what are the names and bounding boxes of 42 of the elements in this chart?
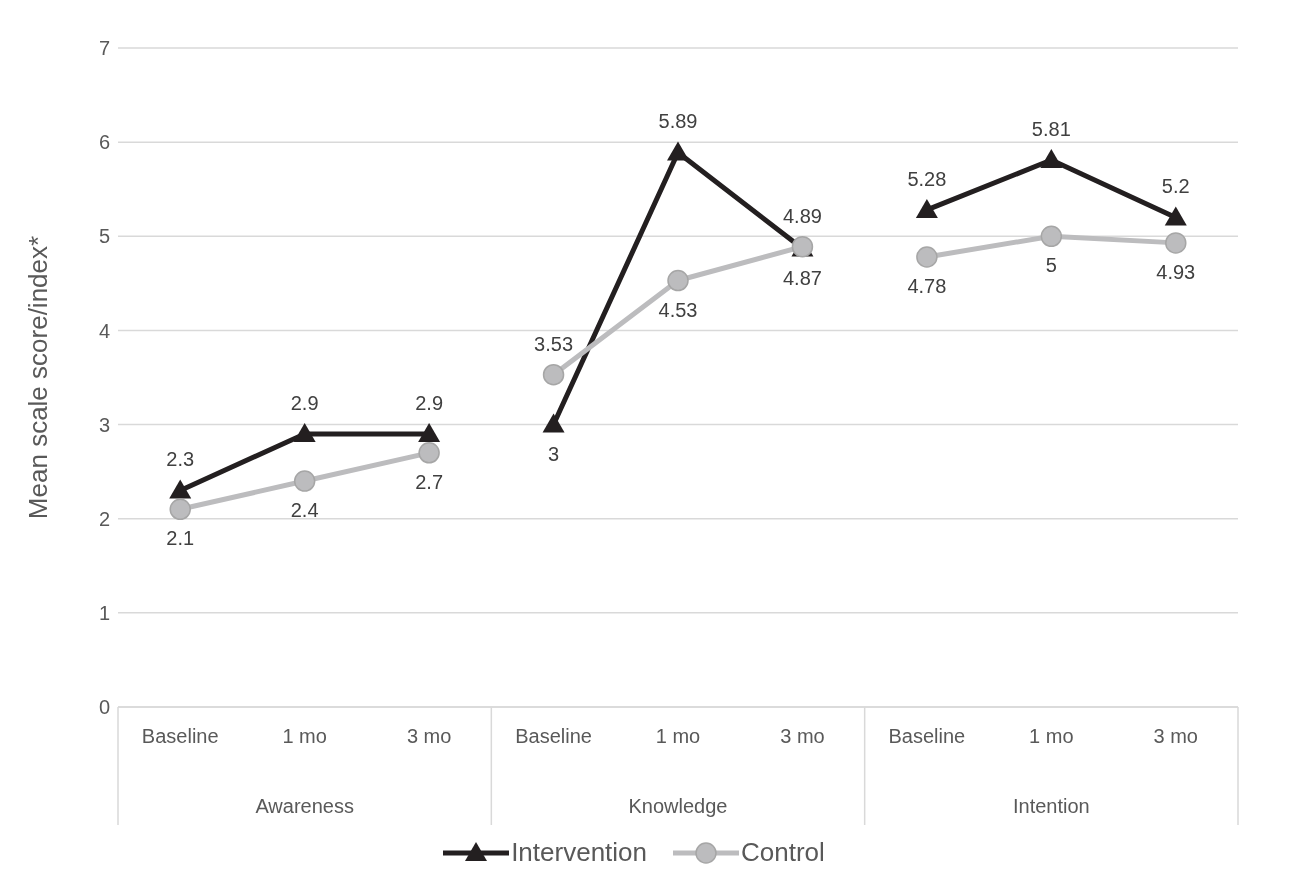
y-tick-label: 1 <box>98 601 110 624</box>
point <box>418 422 441 442</box>
x-tick-label: 3 mo <box>780 725 825 747</box>
x-tick-label: 1 mo <box>282 725 327 747</box>
y-axis-title: Mean scale score/index* <box>23 235 54 520</box>
y-tick-label: 3 <box>98 413 110 436</box>
x-tick-label: Baseline <box>515 725 592 747</box>
x-tick-label: 1 mo <box>655 725 701 747</box>
text: Awareness <box>255 795 354 817</box>
data-label: 2.9 <box>290 391 319 414</box>
data-label: 4.89 <box>782 204 822 227</box>
x-tick-label: 3 mo <box>1153 725 1199 747</box>
data-label: 2.3 <box>166 448 195 471</box>
data-label: 4.78 <box>907 275 947 297</box>
data-label: 3.53 <box>534 332 574 355</box>
data-label: 3 <box>547 442 560 465</box>
data-label: 2.4 <box>290 499 319 522</box>
text: Knowledge <box>628 795 728 817</box>
x-tick-label: 3 mo <box>406 725 452 747</box>
data-label: 4.53 <box>658 298 698 321</box>
text: Intention <box>1012 795 1090 817</box>
y-tick-label: 0 <box>98 696 110 719</box>
y-tick-label: 2 <box>98 507 110 530</box>
y-tick-label: 4 <box>98 319 110 342</box>
x-tick-label: 1 mo <box>1029 725 1074 747</box>
data-label: 4.87 <box>782 266 822 289</box>
data-label: 5.28 <box>907 167 947 190</box>
x-tick-label: Baseline <box>888 725 966 747</box>
y-tick-label: 5 <box>98 225 110 248</box>
data-label: 5.81 <box>1031 118 1071 141</box>
data-label: 5.2 <box>1161 175 1190 198</box>
data-label: 2.1 <box>166 527 195 550</box>
data-label: 2.9 <box>415 391 444 414</box>
data-label: 2.7 <box>415 470 444 493</box>
y-tick-label: 6 <box>98 131 110 154</box>
data-label: 5.89 <box>658 110 698 133</box>
data-label: 4.93 <box>1156 260 1196 283</box>
legend-label: Control <box>740 837 825 868</box>
data-label: 5 <box>1045 254 1057 277</box>
y-tick-label: 7 <box>98 37 110 60</box>
legend-label: Intervention <box>510 837 648 868</box>
x-tick-label: Baseline <box>141 725 219 747</box>
